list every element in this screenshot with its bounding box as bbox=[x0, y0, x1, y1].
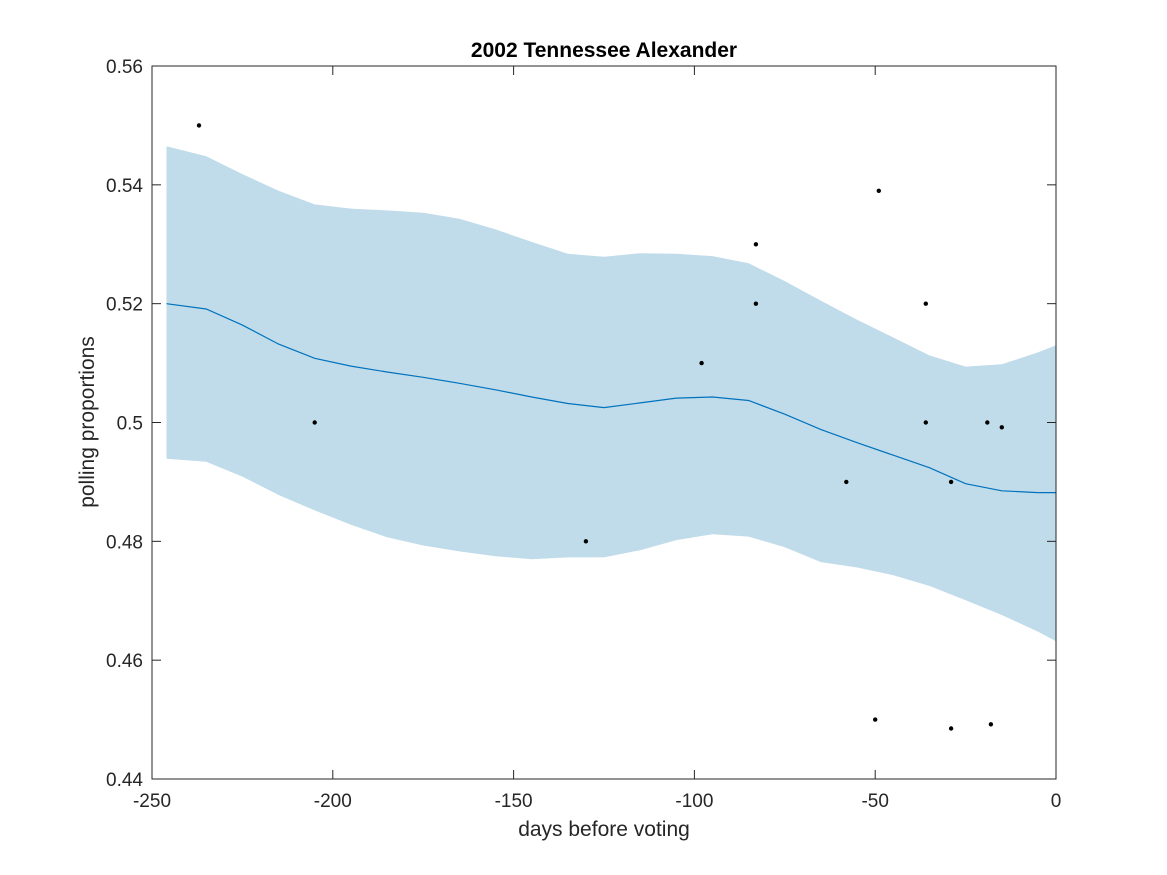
data-point bbox=[988, 722, 994, 727]
data-point bbox=[844, 479, 849, 485]
x-tick-label: -200 bbox=[314, 791, 352, 812]
data-point bbox=[873, 717, 878, 722]
data-point bbox=[923, 420, 928, 425]
y-tick-label: 0.54 bbox=[106, 176, 143, 197]
confidence-band bbox=[166, 146, 1056, 642]
y-tick-label: 0.56 bbox=[106, 57, 143, 78]
x-tick-label: 0 bbox=[1051, 791, 1062, 812]
x-axis-label: days before voting bbox=[518, 818, 690, 841]
data-point bbox=[999, 425, 1004, 430]
data-point bbox=[876, 188, 881, 193]
data-point bbox=[985, 420, 990, 425]
data-points bbox=[196, 123, 1004, 731]
y-axis-ticks: 0.44 0.46 0.48 0.5 0.52 0.54 0.56 bbox=[106, 57, 1056, 791]
y-tick-label: 0.48 bbox=[106, 532, 143, 553]
mean-line bbox=[166, 303, 1056, 494]
data-point bbox=[312, 420, 317, 425]
data-point bbox=[923, 301, 928, 306]
plot-area bbox=[166, 123, 1056, 731]
x-axis-ticks: -250 -200 -150 -100 -50 0 bbox=[133, 66, 1061, 812]
data-point bbox=[948, 479, 954, 485]
data-point bbox=[753, 301, 759, 306]
y-tick-label: 0.44 bbox=[106, 770, 143, 791]
x-tick-label: -100 bbox=[675, 791, 713, 812]
chart-title: 2002 Tennessee Alexander bbox=[471, 39, 737, 62]
data-point bbox=[583, 539, 589, 544]
y-axis-label: polling proportions bbox=[76, 336, 99, 508]
data-point bbox=[753, 242, 759, 247]
y-tick-label: 0.5 bbox=[117, 414, 143, 435]
y-tick-label: 0.52 bbox=[106, 295, 143, 316]
data-point bbox=[948, 726, 954, 731]
x-tick-label: -250 bbox=[133, 791, 171, 812]
data-point bbox=[699, 360, 704, 366]
y-tick-label: 0.46 bbox=[106, 651, 143, 672]
data-point bbox=[196, 123, 202, 128]
x-tick-label: -150 bbox=[495, 791, 533, 812]
x-tick-label: -50 bbox=[861, 791, 888, 812]
